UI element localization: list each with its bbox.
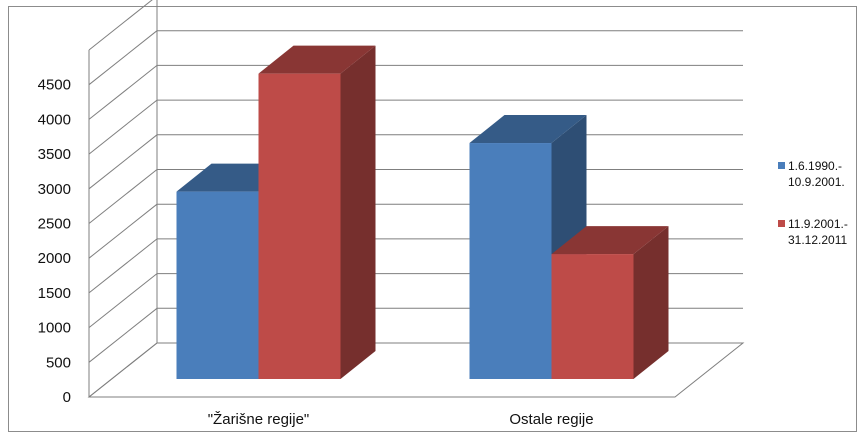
gridline-side — [88, 273, 158, 328]
chart-bars — [176, 45, 669, 379]
legend-item: 1.6.1990.- 10.9.2001. — [778, 159, 845, 189]
legend-label: 31.12.2011 — [788, 233, 847, 247]
gridline-side — [88, 307, 158, 363]
gridline-side — [88, 342, 158, 398]
y-tick-label: 2000 — [38, 250, 71, 267]
y-tick-label: 1500 — [38, 285, 71, 302]
legend-label: 1.6.1990.- — [788, 159, 842, 173]
bar-top — [469, 115, 587, 144]
gridline-side — [88, 30, 158, 86]
legend-swatch — [778, 162, 785, 169]
chart-frame — [8, 6, 857, 432]
bar-front — [469, 143, 552, 379]
y-tick-label: 3500 — [38, 146, 71, 163]
gridline-side — [88, 134, 158, 190]
legend-swatch — [778, 220, 785, 227]
y-tick-label: 4000 — [38, 111, 71, 128]
bar-side — [340, 45, 376, 379]
bar-top — [551, 226, 669, 255]
y-tick-label: 2500 — [38, 216, 71, 233]
bar-top — [258, 45, 376, 74]
bar-side — [633, 226, 669, 379]
legend-label: 11.9.2001.- — [788, 217, 848, 231]
x-category-label: Ostale regije — [509, 411, 593, 428]
x-category-label: "Žarišne regije" — [208, 411, 310, 428]
bar — [551, 226, 669, 379]
y-tick-label: 0 — [63, 389, 71, 406]
gridline-side — [88, 169, 158, 224]
legend-label: 10.9.2001. — [788, 175, 845, 189]
bar-front — [258, 73, 341, 379]
gridline-side — [88, 203, 158, 259]
y-tick-label: 4500 — [38, 77, 71, 94]
gridline-side — [88, 99, 158, 155]
y-tick-label: 3000 — [38, 181, 71, 198]
bar — [258, 45, 376, 379]
gridline-side — [88, 65, 158, 120]
y-axis-ticks: 0 500 1000 1500 2000 2500 3000 3500 4000 4500 — [38, 77, 71, 406]
chart-legend: 1.6.1990.- 10.9.2001. 11.9.2001.- 31.12.201… — [778, 159, 848, 247]
gridline-side — [88, 0, 153, 51]
gridline-side — [88, 238, 158, 294]
y-tick-label: 500 — [46, 354, 71, 371]
x-axis-categories: "Žarišne regije" Ostale regije — [208, 411, 594, 428]
legend-item: 11.9.2001.- 31.12.2011 — [778, 217, 848, 247]
y-tick-label: 1000 — [38, 320, 71, 337]
bar-front — [551, 254, 634, 379]
bar-front — [176, 191, 259, 379]
